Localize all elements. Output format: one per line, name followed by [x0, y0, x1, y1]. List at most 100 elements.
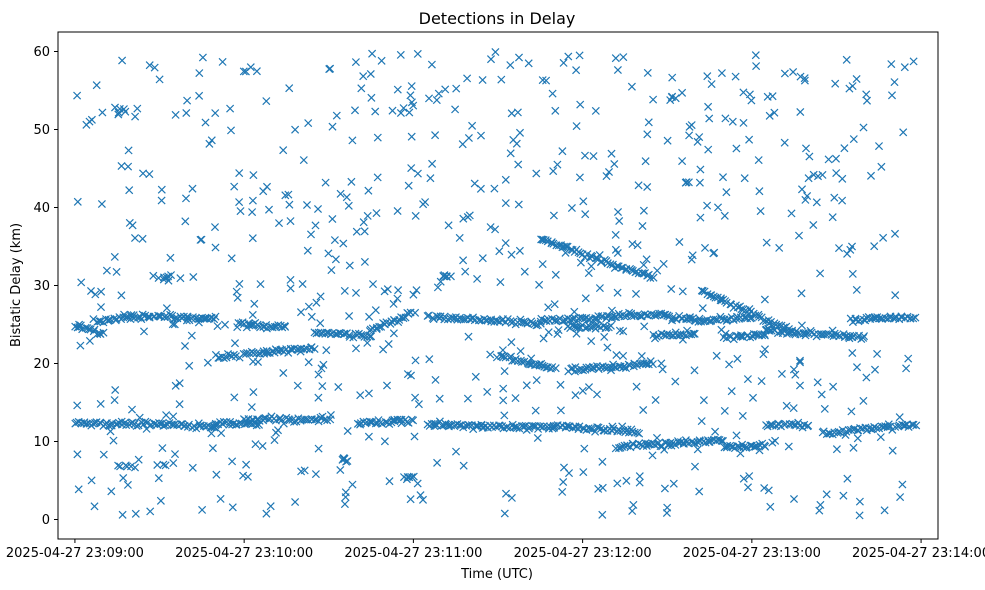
data-point [306, 230, 316, 239]
data-point [613, 65, 622, 75]
data-point [258, 441, 267, 451]
data-point [852, 285, 861, 294]
data-point [314, 393, 323, 402]
data-point [452, 84, 461, 93]
data-point [296, 347, 305, 356]
data-point [693, 445, 702, 454]
data-point [99, 450, 108, 459]
data-point [586, 323, 595, 332]
data-point [247, 403, 256, 412]
data-point [848, 269, 857, 278]
data-point [743, 375, 752, 384]
data-point [562, 242, 571, 251]
data-point [182, 108, 191, 118]
data-point [491, 225, 500, 234]
data-point [634, 181, 643, 190]
data-point [572, 66, 581, 75]
data-point [114, 461, 123, 470]
data-point [159, 275, 168, 284]
data-point [441, 85, 450, 94]
data-point [478, 423, 487, 432]
data-point [219, 417, 228, 426]
data-point [126, 462, 136, 471]
data-point [691, 439, 700, 448]
data-point [839, 491, 848, 500]
data-point [698, 286, 707, 296]
data-point [155, 75, 164, 84]
data-point [739, 88, 748, 97]
data-point [230, 182, 239, 191]
data-point [406, 371, 416, 380]
data-point [622, 476, 631, 485]
data-point [339, 239, 348, 248]
data-point [544, 328, 553, 337]
data-point [427, 60, 436, 69]
data-point [685, 122, 694, 131]
data-point [318, 382, 327, 391]
data-point [73, 450, 82, 459]
data-point [226, 104, 235, 113]
data-point [890, 229, 900, 238]
data-point [629, 500, 638, 509]
data-point [82, 120, 91, 129]
data-point [642, 255, 651, 264]
data-point [418, 495, 428, 504]
data-point [899, 128, 908, 137]
data-point [233, 293, 242, 302]
data-point [632, 382, 641, 391]
data-point [121, 107, 130, 116]
data-point [262, 509, 271, 518]
data-point [607, 149, 616, 158]
data-point [725, 360, 734, 369]
data-point [750, 442, 759, 451]
data-point [342, 193, 351, 202]
data-point [359, 218, 368, 227]
data-point [175, 379, 184, 388]
data-point [357, 84, 366, 93]
data-point [277, 415, 286, 424]
data-point [181, 194, 191, 203]
data-point [285, 416, 294, 425]
data-point [164, 276, 173, 285]
data-point [640, 322, 649, 331]
data-point [738, 411, 747, 420]
data-point [667, 441, 676, 450]
data-point [828, 326, 837, 335]
data-point [363, 338, 372, 347]
data-point [161, 312, 170, 321]
data-point [755, 446, 764, 455]
data-point [205, 139, 214, 148]
data-point [442, 420, 451, 429]
data-point [554, 326, 563, 335]
data-point [98, 108, 107, 117]
data-point [866, 171, 876, 180]
data-point [501, 175, 510, 184]
data-point [246, 321, 256, 330]
data-point [532, 376, 541, 385]
data-point [360, 257, 369, 266]
data-point [239, 67, 248, 76]
data-point [279, 146, 288, 155]
data-point [252, 67, 261, 76]
data-point [130, 233, 140, 243]
data-point [603, 259, 612, 268]
data-point [235, 198, 244, 207]
data-point [658, 365, 667, 374]
data-point [262, 346, 271, 355]
data-point [166, 271, 176, 280]
data-point [728, 117, 737, 126]
data-point [486, 55, 496, 64]
data-point [201, 118, 210, 127]
data-point [428, 159, 437, 168]
data-point [138, 234, 147, 243]
data-point [847, 407, 856, 416]
data-point [580, 151, 590, 160]
data-point [311, 221, 320, 230]
y-tick-label: 60 [33, 45, 50, 60]
data-point [407, 132, 416, 141]
data-point [717, 325, 726, 334]
data-point [183, 96, 192, 105]
data-point [132, 421, 141, 431]
data-point [188, 463, 197, 472]
data-point [723, 315, 732, 324]
